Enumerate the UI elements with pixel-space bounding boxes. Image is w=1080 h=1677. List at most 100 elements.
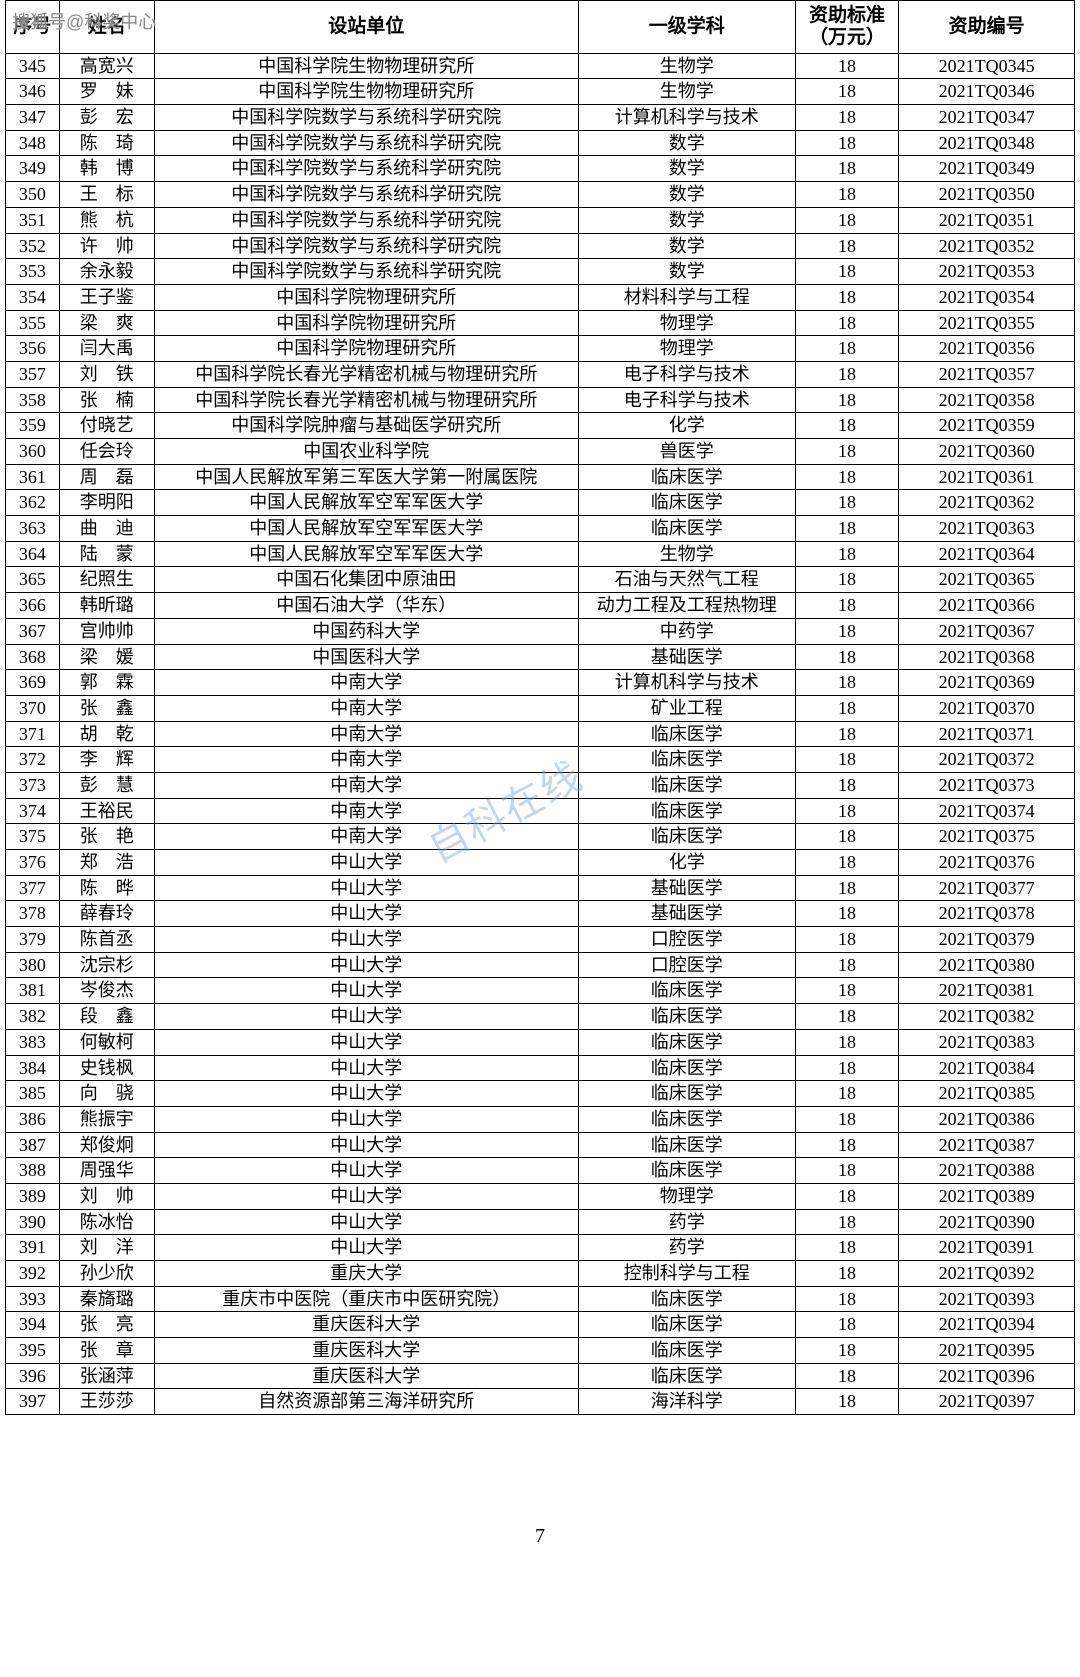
- cell-code: 2021TQ0396: [899, 1363, 1075, 1389]
- cell-name: 周 磊: [59, 464, 154, 490]
- cell-seq: 386: [6, 1106, 60, 1132]
- cell-subj: 数学: [578, 233, 795, 259]
- cell-seq: 388: [6, 1158, 60, 1184]
- cell-inst: 重庆医科大学: [154, 1363, 578, 1389]
- table-row: 363曲 迪中国人民解放军空军军医大学临床医学182021TQ0363: [6, 516, 1075, 542]
- cell-inst: 中国科学院长春光学精密机械与物理研究所: [154, 387, 578, 413]
- cell-code: 2021TQ0369: [899, 670, 1075, 696]
- cell-inst: 中国科学院数学与系统科学研究院: [154, 207, 578, 233]
- cell-amt: 18: [795, 439, 898, 465]
- cell-inst: 中国人民解放军空军军医大学: [154, 541, 578, 567]
- cell-inst: 中国农业科学院: [154, 439, 578, 465]
- table-row: 356闫大禹中国科学院物理研究所物理学182021TQ0356: [6, 336, 1075, 362]
- cell-seq: 366: [6, 593, 60, 619]
- table-row: 389刘 帅中山大学物理学182021TQ0389: [6, 1183, 1075, 1209]
- cell-seq: 396: [6, 1363, 60, 1389]
- cell-amt: 18: [795, 927, 898, 953]
- cell-seq: 354: [6, 284, 60, 310]
- cell-inst: 中山大学: [154, 952, 578, 978]
- table-row: 393秦旖璐重庆市中医院（重庆市中医研究院）临床医学182021TQ0393: [6, 1286, 1075, 1312]
- table-row: 374王裕民中南大学临床医学182021TQ0374: [6, 798, 1075, 824]
- cell-inst: 中山大学: [154, 875, 578, 901]
- cell-code: 2021TQ0384: [899, 1055, 1075, 1081]
- cell-subj: 临床医学: [578, 747, 795, 773]
- table-row: 372李 辉中南大学临床医学182021TQ0372: [6, 747, 1075, 773]
- cell-code: 2021TQ0347: [899, 105, 1075, 131]
- table-row: 364陆 蒙中国人民解放军空军军医大学生物学182021TQ0364: [6, 541, 1075, 567]
- cell-subj: 生物学: [578, 53, 795, 79]
- table-row: 376郑 浩中山大学化学182021TQ0376: [6, 850, 1075, 876]
- cell-code: 2021TQ0394: [899, 1312, 1075, 1338]
- cell-name: 陈冰怡: [59, 1209, 154, 1235]
- cell-name: 何敏柯: [59, 1029, 154, 1055]
- cell-subj: 计算机科学与技术: [578, 670, 795, 696]
- cell-name: 宫帅帅: [59, 618, 154, 644]
- cell-name: 向 骁: [59, 1081, 154, 1107]
- table-row: 366韩昕璐中国石油大学（华东）动力工程及工程热物理182021TQ0366: [6, 593, 1075, 619]
- cell-seq: 385: [6, 1081, 60, 1107]
- cell-name: 刘 铁: [59, 361, 154, 387]
- cell-subj: 电子科学与技术: [578, 361, 795, 387]
- table-row: 378薛春玲中山大学基础医学182021TQ0378: [6, 901, 1075, 927]
- table-row: 357刘 铁中国科学院长春光学精密机械与物理研究所电子科学与技术182021TQ…: [6, 361, 1075, 387]
- cell-inst: 中山大学: [154, 1235, 578, 1261]
- cell-name: 沈宗杉: [59, 952, 154, 978]
- cell-inst: 中国医科大学: [154, 644, 578, 670]
- table-row: 380沈宗杉中山大学口腔医学182021TQ0380: [6, 952, 1075, 978]
- cell-name: 曲 迪: [59, 516, 154, 542]
- table-row: 365纪照生中国石化集团中原油田石油与天然气工程182021TQ0365: [6, 567, 1075, 593]
- cell-seq: 369: [6, 670, 60, 696]
- cell-inst: 中山大学: [154, 1081, 578, 1107]
- cell-name: 高宽兴: [59, 53, 154, 79]
- cell-seq: 349: [6, 156, 60, 182]
- cell-code: 2021TQ0391: [899, 1235, 1075, 1261]
- funding-table: 序号 姓名 设站单位 一级学科 资助标准（万元） 资助编号 345高宽兴中国科学…: [5, 0, 1075, 1415]
- table-row: 392孙少欣重庆大学控制科学与工程182021TQ0392: [6, 1261, 1075, 1287]
- table-row: 387郑俊炯中山大学临床医学182021TQ0387: [6, 1132, 1075, 1158]
- cell-seq: 374: [6, 798, 60, 824]
- cell-subj: 基础医学: [578, 875, 795, 901]
- cell-name: 熊振宇: [59, 1106, 154, 1132]
- cell-inst: 中南大学: [154, 670, 578, 696]
- table-row: 361周 磊中国人民解放军第三军医大学第一附属医院临床医学182021TQ036…: [6, 464, 1075, 490]
- cell-name: 陈 晔: [59, 875, 154, 901]
- table-row: 397王莎莎自然资源部第三海洋研究所海洋科学182021TQ0397: [6, 1389, 1075, 1415]
- cell-seq: 362: [6, 490, 60, 516]
- cell-subj: 口腔医学: [578, 952, 795, 978]
- cell-code: 2021TQ0353: [899, 259, 1075, 285]
- cell-amt: 18: [795, 156, 898, 182]
- cell-inst: 中国科学院物理研究所: [154, 336, 578, 362]
- cell-inst: 中国人民解放军空军军医大学: [154, 490, 578, 516]
- cell-subj: 药学: [578, 1209, 795, 1235]
- cell-amt: 18: [795, 593, 898, 619]
- cell-name: 李 辉: [59, 747, 154, 773]
- cell-code: 2021TQ0395: [899, 1338, 1075, 1364]
- cell-amt: 18: [795, 1338, 898, 1364]
- page-number: 7: [0, 1525, 1080, 1548]
- cell-code: 2021TQ0378: [899, 901, 1075, 927]
- cell-name: 张 鑫: [59, 695, 154, 721]
- cell-name: 闫大禹: [59, 336, 154, 362]
- cell-subj: 控制科学与工程: [578, 1261, 795, 1287]
- cell-name: 陈 琦: [59, 130, 154, 156]
- table-header: 序号 姓名 设站单位 一级学科 资助标准（万元） 资助编号: [6, 1, 1075, 54]
- cell-code: 2021TQ0365: [899, 567, 1075, 593]
- table-row: 386熊振宇中山大学临床医学182021TQ0386: [6, 1106, 1075, 1132]
- cell-subj: 矿业工程: [578, 695, 795, 721]
- cell-amt: 18: [795, 901, 898, 927]
- cell-name: 梁 爽: [59, 310, 154, 336]
- cell-code: 2021TQ0379: [899, 927, 1075, 953]
- table-body: 345高宽兴中国科学院生物物理研究所生物学182021TQ0345346罗 妹中…: [6, 53, 1075, 1414]
- cell-seq: 346: [6, 79, 60, 105]
- cell-seq: 380: [6, 952, 60, 978]
- cell-amt: 18: [795, 413, 898, 439]
- cell-code: 2021TQ0354: [899, 284, 1075, 310]
- table-row: 350王 标中国科学院数学与系统科学研究院数学182021TQ0350: [6, 182, 1075, 208]
- cell-code: 2021TQ0363: [899, 516, 1075, 542]
- cell-name: 张 章: [59, 1338, 154, 1364]
- cell-inst: 中国人民解放军第三军医大学第一附属医院: [154, 464, 578, 490]
- table-row: 362李明阳中国人民解放军空军军医大学临床医学182021TQ0362: [6, 490, 1075, 516]
- table-row: 371胡 乾中南大学临床医学182021TQ0371: [6, 721, 1075, 747]
- cell-amt: 18: [795, 310, 898, 336]
- cell-seq: 384: [6, 1055, 60, 1081]
